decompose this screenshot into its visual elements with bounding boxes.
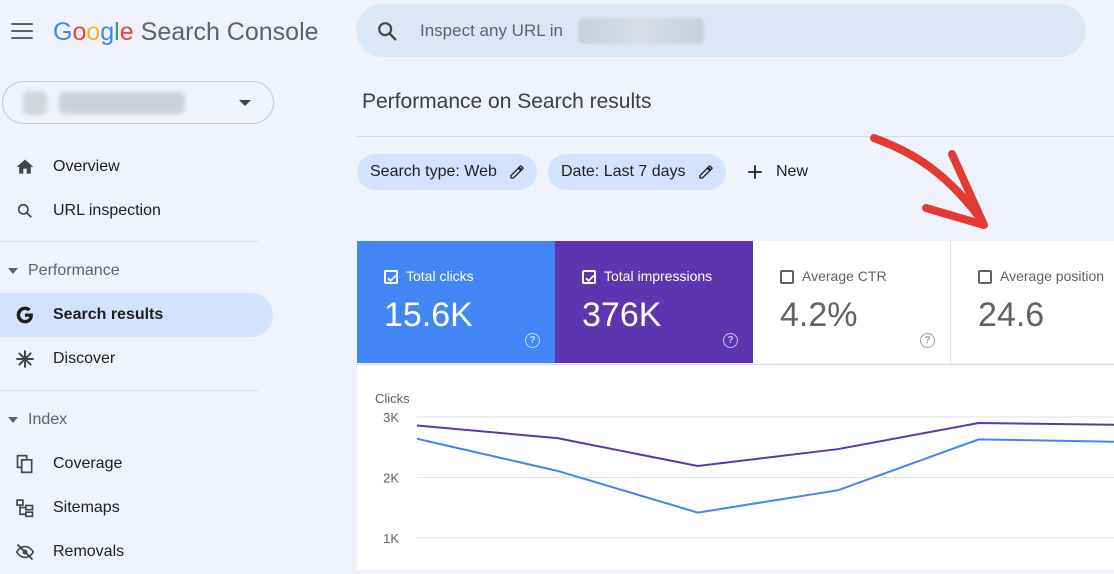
metric-value: 4.2% xyxy=(780,296,858,334)
metric-label: Total impressions xyxy=(604,268,713,284)
chevron-down-icon xyxy=(239,100,251,106)
url-inspection-search-bar[interactable] xyxy=(356,4,1086,57)
sidebar-item-label: URL inspection xyxy=(53,202,161,219)
sidebar-item-url-inspection[interactable]: URL inspection xyxy=(0,189,273,233)
search-input[interactable] xyxy=(418,19,582,42)
logo-letter: l xyxy=(114,18,120,46)
checkbox-checked-icon[interactable] xyxy=(582,270,596,284)
sidebar-section-index[interactable]: Index xyxy=(0,405,67,435)
section-label: Index xyxy=(28,411,68,428)
home-icon xyxy=(14,156,36,178)
logo-letter: o xyxy=(72,18,87,46)
filter-chip-label: Search type: Web xyxy=(370,163,497,180)
redacted-domain xyxy=(578,17,704,44)
logo-letter: G xyxy=(53,18,73,46)
metric-label: Total clicks xyxy=(406,268,474,284)
sidebar-item-label: Discover xyxy=(53,350,116,367)
property-favicon xyxy=(23,91,47,115)
filter-chip-search-type[interactable]: Search type: Web xyxy=(357,154,537,190)
sidebar-item-sitemaps[interactable]: Sitemaps xyxy=(0,486,273,530)
metric-label: Average position xyxy=(1000,268,1105,284)
y-tick-label: 1K xyxy=(383,531,399,546)
sidebar-divider xyxy=(0,241,258,242)
metric-card-average-position[interactable]: Average position 24.6 xyxy=(951,241,1114,363)
sidebar-item-overview[interactable]: Overview xyxy=(0,145,273,189)
y-tick-label: 2K xyxy=(383,471,399,486)
help-icon[interactable]: ? xyxy=(723,333,738,348)
sidebar-section-performance[interactable]: Performance xyxy=(0,256,120,286)
plus-icon xyxy=(748,165,762,179)
pencil-icon[interactable] xyxy=(698,164,714,180)
sidebar-item-label: Search results xyxy=(53,306,164,323)
main-menu-button[interactable] xyxy=(11,22,33,40)
property-selector[interactable] xyxy=(2,81,274,124)
checkbox-checked-icon[interactable] xyxy=(384,270,398,284)
new-filter-button[interactable]: New xyxy=(746,160,808,184)
logo-letter: o xyxy=(86,18,101,46)
search-console-logo[interactable]: Google Search Console xyxy=(53,17,319,47)
sidebar-item-label: Coverage xyxy=(53,455,123,472)
sidebar-item-coverage[interactable]: Coverage xyxy=(0,442,273,486)
logo-letter: g xyxy=(100,18,115,46)
checkbox-unchecked-icon[interactable] xyxy=(978,270,992,284)
asterisk-icon xyxy=(14,348,36,370)
search-icon xyxy=(14,200,36,222)
sidebar-item-label: Overview xyxy=(53,158,120,175)
help-icon[interactable]: ? xyxy=(525,333,540,348)
sitemap-icon xyxy=(14,497,36,519)
sidebar-item-removals[interactable]: Removals xyxy=(0,530,273,574)
logo-letter: e xyxy=(119,18,134,46)
filter-chip-date[interactable]: Date: Last 7 days xyxy=(548,154,726,190)
metric-value: 24.6 xyxy=(978,296,1045,334)
sidebar-divider xyxy=(0,390,258,391)
sidebar-item-discover[interactable]: Discover xyxy=(0,337,273,381)
page-title: Performance on Search results xyxy=(362,90,652,113)
caret-down-icon xyxy=(8,417,18,423)
eye-off-icon xyxy=(14,541,36,563)
help-icon[interactable]: ? xyxy=(920,333,935,348)
y-tick-label: 3K xyxy=(383,410,399,425)
redacted-property-name xyxy=(59,92,185,114)
performance-chart[interactable]: Clicks 3K 2K 1K xyxy=(357,364,1114,570)
header-divider xyxy=(356,136,1114,137)
metric-card-total-clicks[interactable]: Total clicks 15.6K ? xyxy=(357,241,555,363)
series-line-0 xyxy=(416,422,1114,468)
metric-value: 376K xyxy=(582,296,662,334)
series-line-1 xyxy=(416,437,1114,514)
pencil-icon[interactable] xyxy=(509,164,525,180)
filter-chip-label: Date: Last 7 days xyxy=(561,163,686,180)
sidebar-item-label: Sitemaps xyxy=(53,499,120,516)
section-label: Performance xyxy=(28,262,120,279)
metric-card-total-impressions[interactable]: Total impressions 376K ? xyxy=(555,241,753,363)
metric-label: Average CTR xyxy=(802,268,887,284)
caret-down-icon xyxy=(8,268,18,274)
pages-icon xyxy=(14,453,36,475)
google-g-icon xyxy=(14,304,36,326)
sidebar-item-label: Removals xyxy=(53,543,125,560)
search-icon xyxy=(378,21,397,40)
new-filter-label: New xyxy=(776,163,809,180)
annotation-arrow xyxy=(870,134,988,229)
metric-value: 15.6K xyxy=(384,296,473,334)
sidebar-item-search-results[interactable]: Search results xyxy=(0,293,273,337)
y-axis-label: Clicks xyxy=(375,391,410,406)
metric-card-average-ctr[interactable]: Average CTR 4.2% ? xyxy=(753,241,951,363)
line-chart: Clicks 3K 2K 1K xyxy=(375,391,1114,546)
checkbox-unchecked-icon[interactable] xyxy=(780,270,794,284)
product-name: Search Console xyxy=(140,18,319,46)
